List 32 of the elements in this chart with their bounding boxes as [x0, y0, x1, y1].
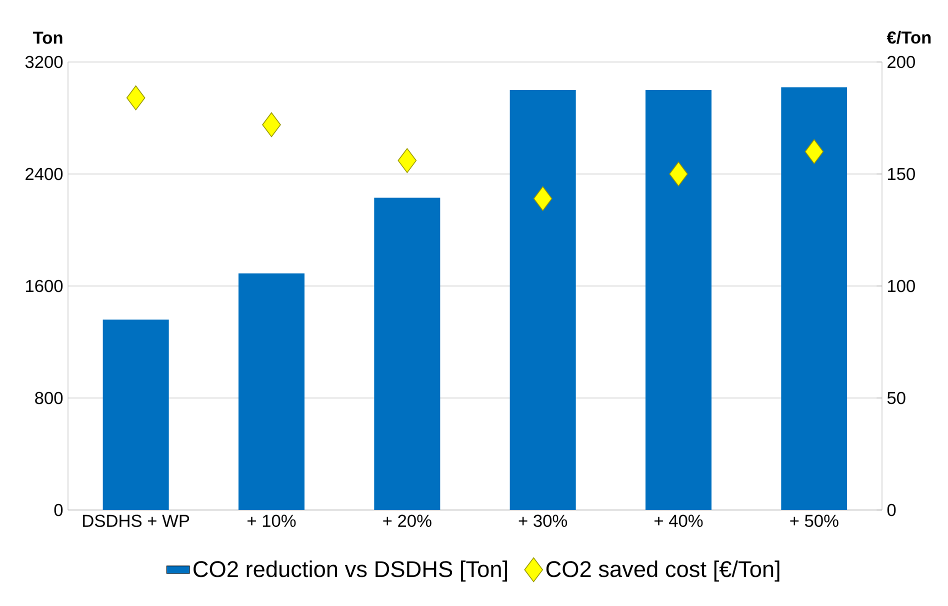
point [126, 85, 146, 110]
x-tick-label: DSDHS + WP [83, 514, 190, 527]
y-tick-label: 0 [54, 504, 63, 516]
point [669, 162, 688, 186]
x-tick-label: + 10% [248, 514, 296, 527]
bar [102, 320, 169, 510]
y2-tick-label: 200 [888, 56, 915, 68]
y2-tick-label: 150 [888, 168, 915, 180]
y-axis-title: Ton [33, 32, 62, 44]
x-tick-label: + 20% [383, 514, 432, 527]
y-tick-label: 3200 [25, 56, 63, 68]
y2-tick-label: 100 [888, 280, 915, 292]
y2-axis-title: €/Ton [886, 30, 931, 44]
y-tick-label: 800 [35, 392, 63, 404]
y2-tick-label: 0 [887, 504, 896, 516]
y-tick-label: 1600 [26, 280, 63, 292]
bar [238, 273, 305, 510]
point [262, 112, 281, 138]
x-tick-label: + 30% [518, 514, 568, 527]
bar [374, 198, 440, 510]
y-tick-label: 2400 [26, 168, 63, 180]
bar [781, 87, 848, 510]
y2-tick-label: 50 [887, 392, 906, 404]
legend-label: CO2 saved cost [€/Ton] [546, 560, 780, 582]
point [398, 148, 417, 173]
bar [646, 90, 712, 510]
x-tick-label: + 50% [790, 514, 838, 527]
x-tick-label: + 40% [654, 514, 703, 527]
point [804, 139, 824, 164]
point [533, 186, 552, 212]
bar [510, 90, 576, 510]
legend-label: CO2 reduction vs DSDHS [Ton] [194, 560, 507, 582]
